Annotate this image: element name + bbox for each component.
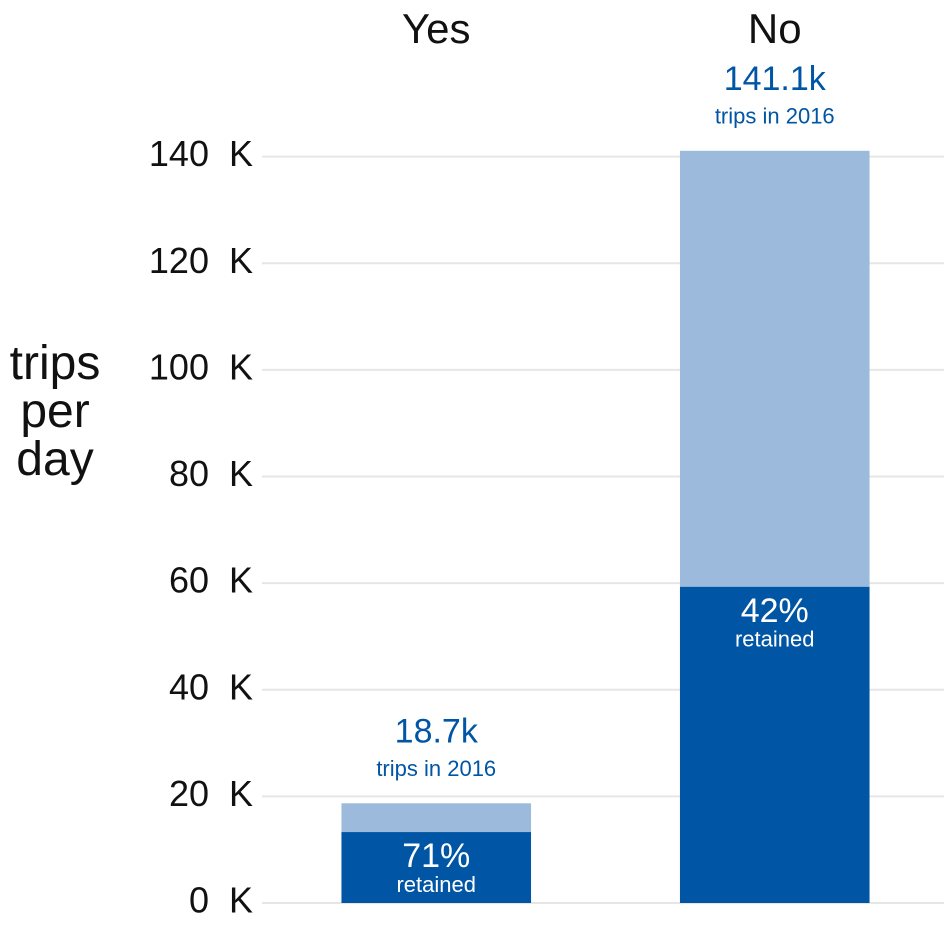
share-sublabel: retained — [735, 627, 815, 652]
bar — [679, 586, 870, 903]
y-tick-label: 80 K — [169, 453, 253, 494]
share-label: 71% — [402, 837, 470, 875]
y-tick-label: 100 K — [149, 346, 253, 387]
share-label: 42% — [741, 592, 809, 630]
bar — [341, 832, 532, 903]
y-tick-label: 20 K — [169, 773, 253, 814]
category-label: Yes — [402, 5, 471, 52]
y-axis-label: trips per day — [9, 337, 101, 486]
value-sublabel: trips in 2016 — [376, 756, 496, 781]
y-tick-label: 40 K — [169, 666, 253, 707]
value-label: 18.7k — [395, 712, 479, 750]
category-label: No — [748, 5, 802, 52]
y-tick-label: 0 K — [189, 880, 253, 921]
value-sublabel: trips in 2016 — [715, 104, 835, 129]
y-tick-label: 140 K — [149, 133, 253, 174]
share-sublabel: retained — [396, 872, 476, 897]
value-label: 141.1k — [724, 60, 827, 98]
y-tick-label: 60 K — [169, 560, 253, 601]
y-tick-label: 120 K — [149, 240, 253, 281]
